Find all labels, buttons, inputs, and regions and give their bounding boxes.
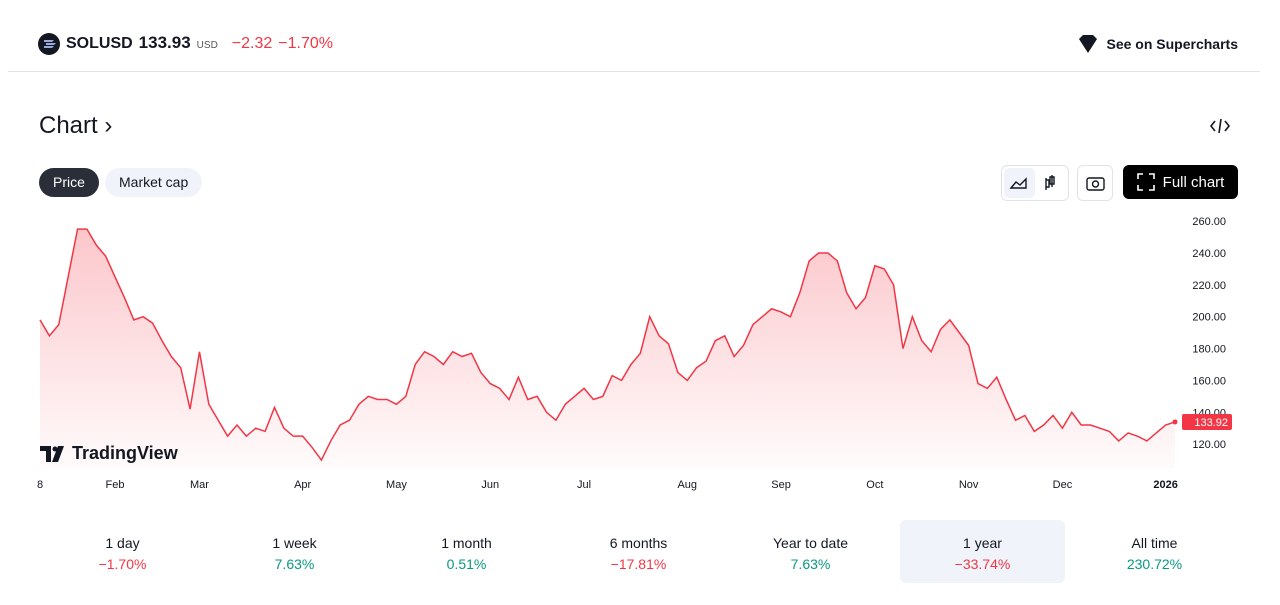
change-percent: −1.70% [278, 35, 333, 52]
period-label[interactable]: 1 week [272, 535, 317, 551]
symbol: SOLUSD [66, 35, 133, 52]
snapshot-button[interactable] [1077, 165, 1113, 201]
x-tick-label: Dec [1053, 479, 1073, 491]
y-tick-label: 240.00 [1192, 248, 1226, 260]
period-label[interactable]: 6 months [609, 535, 668, 551]
watermark-logo [40, 445, 64, 462]
period[interactable]: Year to date 7.63% [728, 533, 893, 575]
y-tick-label: 260.00 [1192, 216, 1226, 228]
x-tick-label: Apr [294, 479, 311, 491]
period-label[interactable]: 1 month [441, 535, 492, 551]
x-tick-label: Feb [106, 479, 125, 491]
x-tick-label: Oct [866, 479, 883, 491]
chart: 120.00140.00160.00180.00200.00220.00240.… [37, 216, 1232, 491]
x-tick-label: Mar [190, 479, 209, 491]
period-label[interactable]: 1 year [963, 535, 1002, 551]
last-point [1172, 419, 1178, 425]
period-label[interactable]: Year to date [773, 535, 848, 551]
tab-price[interactable]: Price [39, 168, 99, 197]
period-change: −33.74% [954, 556, 1011, 572]
y-tick-label: 160.00 [1192, 375, 1226, 387]
x-tick-label: Jul [577, 479, 591, 491]
separator [8, 71, 1260, 72]
x-tick-label: 8 [37, 479, 43, 491]
change: −2.32 [231, 35, 273, 52]
period[interactable]: 1 year −33.74% [900, 533, 1065, 575]
price: 133.93 [138, 33, 191, 52]
price-line [39, 228, 1176, 462]
x-tick-label: Nov [959, 479, 979, 491]
x-tick-label: Aug [677, 479, 697, 491]
period[interactable]: 1 day −1.70% [40, 533, 205, 575]
full-chart-button[interactable]: Full chart [1123, 165, 1238, 199]
selected-period-bg [900, 520, 1065, 583]
chart-style-toggle[interactable] [1001, 165, 1069, 201]
period-label[interactable]: 1 day [105, 535, 140, 551]
camera-icon [1086, 177, 1105, 191]
y-tick-label: 180.00 [1192, 344, 1226, 356]
supercharts-link[interactable]: See on Supercharts [1077, 34, 1239, 54]
period-change: −17.81% [610, 556, 667, 572]
watermark-text: TradingView [72, 443, 178, 463]
x-tick-label: Jun [481, 479, 499, 491]
period-label[interactable]: All time [1131, 535, 1178, 551]
embed-icon[interactable] [1210, 118, 1230, 134]
period[interactable]: 6 months −17.81% [556, 533, 721, 575]
title-text[interactable]: Chart [39, 112, 98, 139]
last-price-bg [1182, 413, 1232, 430]
link-icon [1078, 35, 1097, 53]
period-change: −1.70% [98, 556, 147, 572]
y-tick-label: 200.00 [1192, 312, 1226, 324]
section-title[interactable]: Chart › [39, 112, 113, 139]
area-fill [40, 229, 1175, 468]
x-tick-label: 2026 [1153, 479, 1177, 491]
expand-icon [1136, 173, 1155, 191]
coin-icon [38, 33, 60, 55]
y-tick-label: 120.00 [1192, 439, 1226, 451]
y-tick-label: 220.00 [1192, 280, 1226, 292]
period[interactable]: 1 week 7.63% [212, 533, 377, 575]
style-icons [1004, 168, 1055, 198]
header: SOLUSD 133.93 USD −2.32 −1.70% [38, 33, 333, 55]
period[interactable]: 1 month 0.51% [384, 533, 549, 575]
link-text[interactable]: See on Supercharts [1106, 36, 1239, 52]
tab-market-cap[interactable]: Market cap [105, 168, 203, 197]
watermark: TradingView [40, 443, 178, 464]
x-tick-label: Sep [771, 479, 791, 491]
period-change: 0.51% [446, 556, 487, 572]
last-price-label: 133.92 [1194, 417, 1228, 429]
x-tick-label: May [386, 479, 407, 491]
full-chart-text[interactable]: Full chart [1162, 173, 1225, 191]
period-change: 7.63% [790, 556, 831, 572]
period-change: 7.63% [274, 556, 315, 572]
currency: USD [196, 40, 218, 51]
period[interactable]: All time 230.72% [1072, 533, 1237, 575]
period-change: 230.72% [1126, 556, 1183, 572]
